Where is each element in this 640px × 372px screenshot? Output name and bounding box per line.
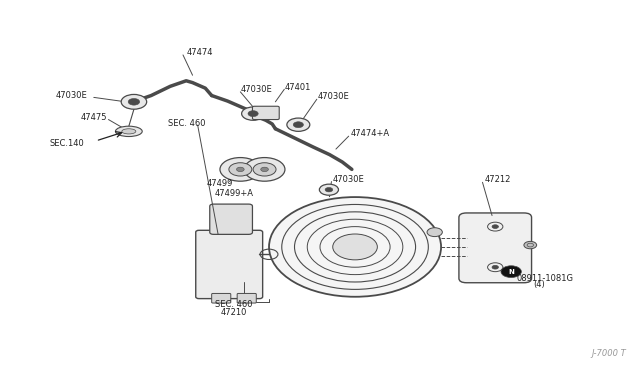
Ellipse shape [122, 129, 136, 134]
Text: SEC. 460: SEC. 460 [168, 119, 206, 128]
Circle shape [269, 197, 441, 297]
Text: 47212: 47212 [484, 175, 511, 184]
Circle shape [253, 163, 276, 176]
Text: 47474: 47474 [186, 48, 212, 57]
Ellipse shape [115, 126, 142, 137]
Circle shape [524, 241, 537, 249]
FancyBboxPatch shape [210, 204, 252, 234]
Circle shape [242, 107, 264, 120]
FancyBboxPatch shape [212, 294, 231, 303]
FancyBboxPatch shape [252, 106, 279, 119]
Text: 47499: 47499 [207, 179, 233, 188]
Circle shape [287, 118, 310, 131]
Text: 47030E: 47030E [56, 91, 87, 100]
Text: 47401: 47401 [285, 83, 311, 92]
Text: 47499+A: 47499+A [215, 189, 254, 198]
Text: 08911-1081G: 08911-1081G [516, 274, 573, 283]
Text: J-7000 T: J-7000 T [591, 349, 626, 358]
Text: 47210: 47210 [221, 308, 247, 317]
Circle shape [244, 158, 285, 181]
Circle shape [492, 225, 499, 228]
Circle shape [248, 111, 258, 116]
Circle shape [293, 122, 303, 128]
Circle shape [237, 167, 244, 171]
Circle shape [121, 94, 147, 109]
Circle shape [229, 163, 252, 176]
Text: N: N [508, 269, 514, 275]
Circle shape [333, 234, 378, 260]
Circle shape [427, 228, 442, 237]
Text: 47030E: 47030E [333, 175, 365, 184]
Circle shape [501, 266, 522, 278]
Circle shape [492, 265, 499, 269]
Circle shape [319, 184, 339, 195]
FancyBboxPatch shape [459, 213, 532, 283]
FancyBboxPatch shape [237, 294, 256, 303]
Circle shape [128, 99, 140, 105]
Text: SEC. 460: SEC. 460 [215, 300, 253, 310]
Text: 47474+A: 47474+A [351, 129, 390, 138]
FancyBboxPatch shape [196, 230, 262, 299]
Text: 47030E: 47030E [241, 85, 272, 94]
Circle shape [325, 187, 333, 192]
Text: 47475: 47475 [81, 113, 108, 122]
Text: (4): (4) [534, 280, 545, 289]
Circle shape [260, 167, 268, 171]
Text: 47030E: 47030E [317, 92, 349, 101]
Circle shape [220, 158, 260, 181]
Text: SEC.140: SEC.140 [49, 139, 84, 148]
